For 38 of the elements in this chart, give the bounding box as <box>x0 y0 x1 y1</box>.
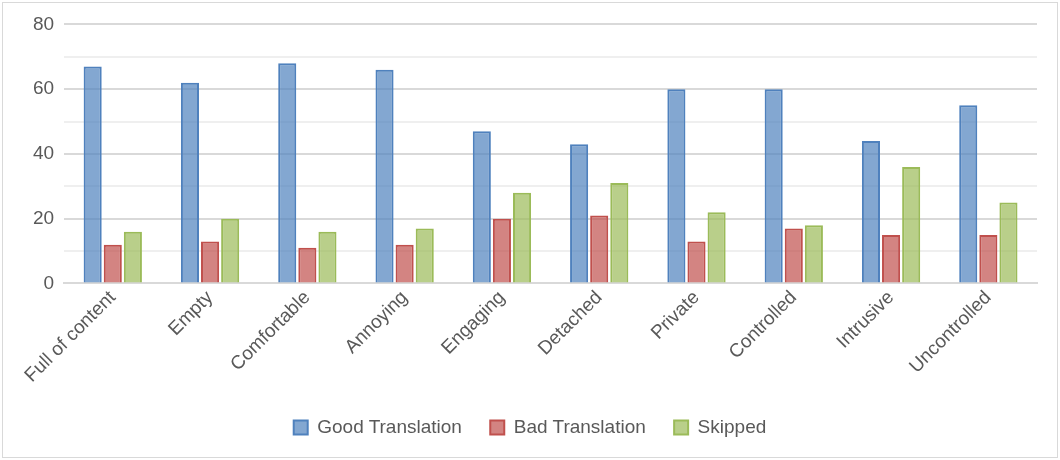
bar <box>882 234 901 283</box>
y-tick-label: 40 <box>32 142 55 164</box>
bar <box>201 241 220 283</box>
legend-label: Skipped <box>697 415 767 437</box>
legend-label: Bad Translation <box>513 415 646 437</box>
bar <box>278 63 297 283</box>
bar <box>999 202 1018 283</box>
bar <box>667 89 686 283</box>
bar <box>83 66 102 283</box>
bar <box>804 225 823 283</box>
bar <box>784 228 803 283</box>
bar <box>902 166 921 283</box>
bar <box>472 131 491 283</box>
bar <box>415 228 434 283</box>
y-tick-label: 0 <box>43 271 55 293</box>
bar <box>375 69 394 283</box>
bar <box>590 215 609 283</box>
bar <box>959 105 978 283</box>
bar <box>570 144 589 283</box>
bar <box>512 192 532 283</box>
bar <box>123 231 142 283</box>
bar <box>861 140 881 283</box>
bar <box>707 212 726 283</box>
y-tick-label: 60 <box>32 77 55 99</box>
bar <box>687 241 706 283</box>
bar <box>610 183 629 283</box>
bar <box>764 89 783 283</box>
bar <box>221 218 240 283</box>
legend-label: Good Translation <box>317 415 462 437</box>
bar <box>298 247 317 283</box>
bar <box>395 244 414 283</box>
bar <box>103 244 122 283</box>
y-tick-label: 80 <box>32 12 55 34</box>
bar <box>318 231 337 283</box>
y-tick-label: 20 <box>32 206 55 228</box>
bar <box>492 218 511 283</box>
bar <box>979 234 998 283</box>
bar <box>180 82 200 283</box>
